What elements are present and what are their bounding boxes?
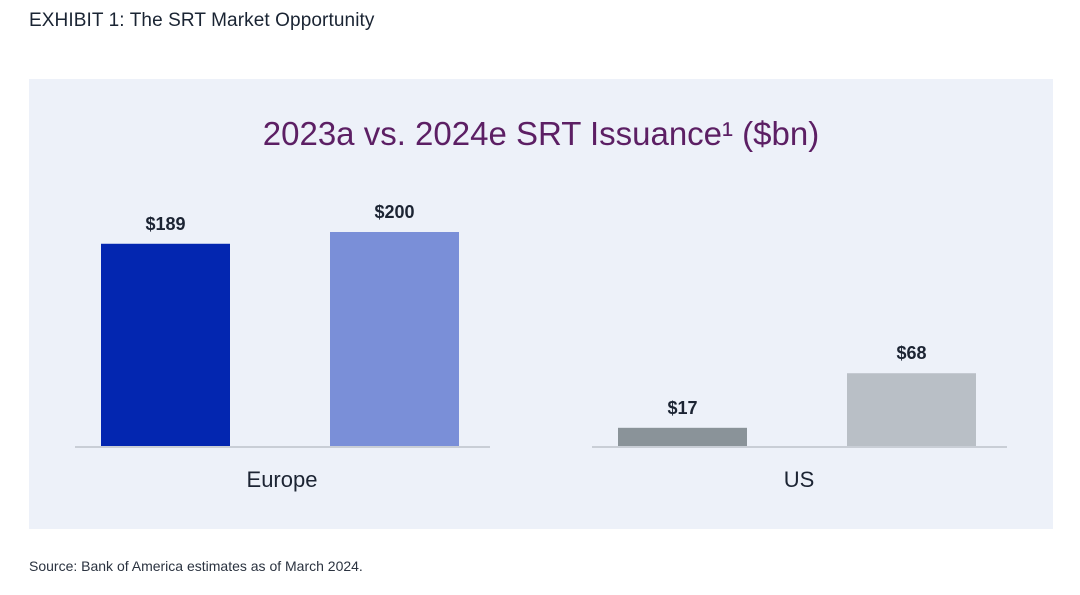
data-label-europe-2024e: $200 [374, 202, 414, 222]
data-label-us-2024e: $68 [896, 343, 926, 363]
source-note: Source: Bank of America estimates as of … [29, 558, 363, 574]
category-label-us: US [784, 467, 815, 492]
data-label-europe-2023a: $189 [145, 214, 185, 234]
exhibit-title: EXHIBIT 1: The SRT Market Opportunity [29, 10, 375, 31]
bar-europe-2023a [101, 243, 230, 446]
bar-us-2024e [847, 373, 976, 446]
bar-europe-2024e [330, 232, 459, 446]
chart-panel: 2023a vs. 2024e SRT Issuance¹ ($bn) $189… [29, 79, 1053, 529]
bar-us-2023a [618, 427, 747, 446]
bar-chart: $189 $200 Europe $17 $68 US [75, 202, 1007, 492]
category-label-europe: Europe [247, 467, 318, 492]
chart-title: 2023a vs. 2024e SRT Issuance¹ ($bn) [262, 115, 820, 152]
data-label-us-2023a: $17 [667, 398, 697, 418]
